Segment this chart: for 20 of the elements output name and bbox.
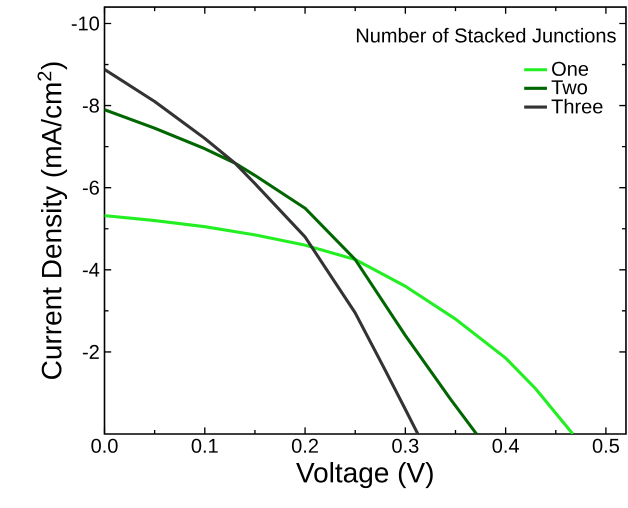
y-tick-label: -6 bbox=[82, 180, 99, 195]
x-tick-label: 0.0 bbox=[91, 438, 118, 453]
y-tick-label: -8 bbox=[82, 98, 99, 113]
line-series bbox=[104, 108, 478, 434]
legend-title: Number of Stacked Junctions bbox=[356, 28, 616, 43]
x-tick-label: 0.5 bbox=[592, 438, 619, 453]
legend-label: Two bbox=[552, 80, 587, 94]
legend-label: One bbox=[552, 62, 588, 76]
x-tick-label: 0.4 bbox=[492, 438, 519, 453]
y-tick-label: -2 bbox=[82, 344, 99, 359]
legend-label: Three bbox=[552, 98, 602, 114]
x-axis-title: Voltage (V) bbox=[296, 462, 433, 488]
line-series bbox=[104, 214, 574, 434]
y-tick-label: -10 bbox=[72, 16, 99, 31]
y-tick-label: -4 bbox=[82, 262, 100, 277]
x-tick-label: 0.3 bbox=[392, 438, 418, 453]
x-tick-label: 0.1 bbox=[192, 438, 218, 453]
y-axis-title: Current Density (mA/cm$^{2}$) bbox=[38, 62, 68, 379]
line-series bbox=[104, 68, 420, 434]
x-tick-label: 0.2 bbox=[292, 438, 318, 453]
